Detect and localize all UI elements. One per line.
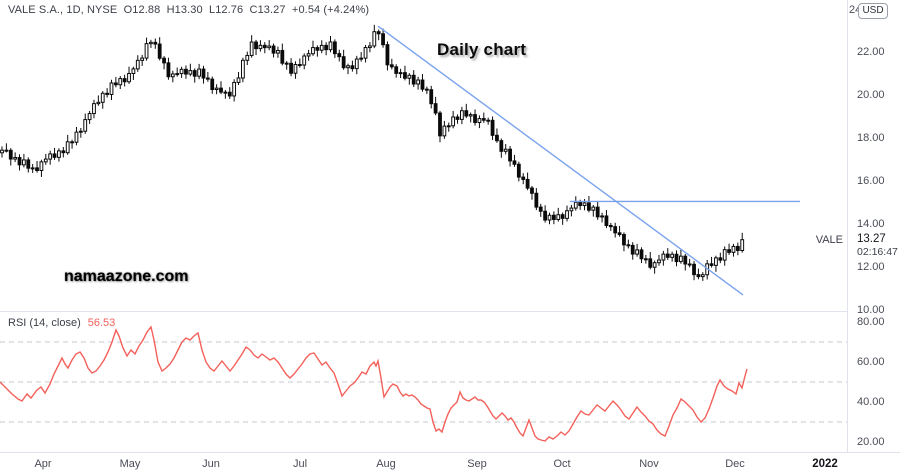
- month-label-Aug: Aug: [376, 458, 396, 470]
- daily-chart-annotation: Daily chart: [437, 40, 527, 59]
- rsi-tick-40.00: 40.00: [857, 395, 885, 408]
- watermark-text: namaazone.com: [64, 268, 189, 285]
- price-tick-14.00: 14.00: [857, 217, 885, 230]
- month-label-Dec: Dec: [725, 458, 745, 470]
- month-label-Sep: Sep: [467, 458, 487, 470]
- series-name-label: VALE: [815, 234, 843, 246]
- rsi-title: RSI (14, close): [8, 317, 81, 329]
- rsi-dashed-levels: [0, 341, 847, 423]
- price-tick-18.00: 18.00: [857, 131, 885, 144]
- time-axis[interactable]: Apr May Jun Jul Aug Sep Oct Nov Dec 2022: [0, 452, 900, 474]
- trendline-drawings[interactable]: [377, 25, 800, 296]
- price-tick-12.00: 12.00: [857, 260, 885, 273]
- rsi-header: RSI (14, close) 56.53: [8, 317, 115, 329]
- year-label-2022: 2022: [812, 458, 838, 470]
- month-label-Nov: Nov: [639, 458, 659, 470]
- currency-toggle-button[interactable]: USD: [858, 3, 888, 19]
- rsi-tick-80.00: 80.00: [857, 315, 885, 328]
- last-price-label: 13.27: [857, 233, 886, 245]
- rsi-line: [0, 325, 748, 442]
- month-label-Oct: Oct: [553, 458, 571, 470]
- rsi-tick-60.00: 60.00: [857, 355, 885, 368]
- candlestick-series: [0, 24, 745, 281]
- downtrend-line[interactable]: [377, 25, 744, 296]
- price-tick-20.00: 20.00: [857, 88, 885, 101]
- bar-countdown: 02:16:47: [857, 246, 898, 258]
- price-axis[interactable]: 22.00 20.00 18.00 16.00 14.00 12.00 10.00 80.00…: [847, 0, 900, 452]
- price-tick-22.00: 22.00: [857, 45, 885, 58]
- month-label-Jul: Jul: [292, 458, 308, 470]
- month-label-Jun: Jun: [202, 458, 220, 470]
- price-tick-10.00: 10.00: [857, 303, 885, 316]
- month-label-Apr: Apr: [34, 458, 52, 470]
- price-tick-16.00: 16.00: [857, 174, 885, 187]
- month-label-May: May: [119, 458, 141, 470]
- rsi-value: 56.53: [87, 317, 116, 329]
- rsi-tick-20.00: 20.00: [857, 435, 885, 448]
- symbol-ohlc-header: VALE S.A., 1D, NYSE O12.88 H13.30 L12.76…: [8, 4, 370, 16]
